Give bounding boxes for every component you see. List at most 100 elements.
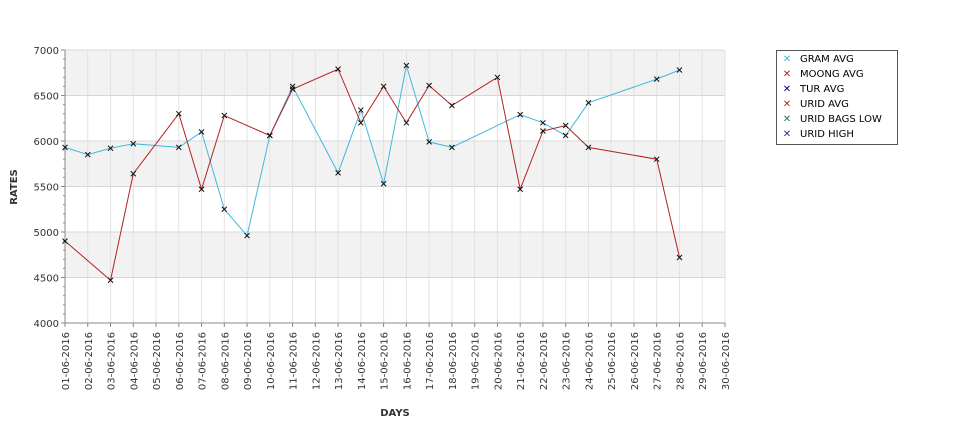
data-point-cross: [517, 111, 524, 118]
data-point: [449, 144, 455, 151]
y-tick-label: 6500: [34, 92, 59, 103]
x-tick-label: 09-06-2016: [243, 332, 254, 390]
data-point-cross: [335, 169, 341, 176]
data-point-cross: [244, 232, 250, 239]
data-point: [380, 83, 387, 90]
x-tick-label: 13-06-2016: [334, 332, 345, 390]
data-point-cross: [540, 128, 546, 134]
x-tick-label: 22-06-2016: [539, 332, 550, 390]
x-tick-label: 23-06-2016: [562, 332, 573, 390]
data-point: [676, 254, 683, 261]
data-point-cross: [130, 170, 137, 177]
data-point: [380, 180, 387, 187]
data-point: [540, 119, 546, 126]
data-point: [562, 122, 569, 129]
legend-label: GRAM AVG: [800, 54, 854, 65]
data-point: [403, 62, 410, 69]
data-point: [585, 99, 592, 106]
legend-marker-icon: ✕: [782, 54, 792, 65]
data-point-cross: [289, 86, 296, 92]
series-markers: [62, 62, 683, 284]
x-tick-label: 04-06-2016: [129, 332, 140, 390]
x-tick-label: 10-06-2016: [266, 332, 277, 390]
data-point-cross: [403, 62, 410, 69]
data-point-cross: [266, 132, 273, 139]
plot-band: [65, 141, 725, 187]
legend-item: ✕ TUR AVG: [777, 82, 897, 97]
x-tick-label: 18-06-2016: [448, 332, 459, 390]
legend-item: ✕ URID BAGS LOW: [777, 112, 897, 127]
legend-item: ✕ MOONG AVG: [777, 67, 897, 82]
data-point: [585, 144, 592, 151]
data-point: [426, 139, 432, 145]
data-point-cross: [540, 119, 546, 126]
data-point-cross: [198, 129, 205, 135]
data-point-cross: [449, 144, 455, 151]
data-point: [449, 102, 455, 109]
data-point: [676, 67, 683, 73]
x-tick-label: 28-06-2016: [675, 332, 686, 390]
x-tick-label: 25-06-2016: [607, 332, 618, 390]
x-tick-label: 05-06-2016: [152, 332, 163, 390]
data-point-cross: [130, 140, 137, 147]
x-tick-label: 08-06-2016: [220, 332, 231, 390]
data-point-cross: [676, 254, 683, 261]
y-tick-label: 4500: [34, 274, 59, 285]
data-point-cross: [84, 151, 91, 158]
legend-item: ✕ GRAM AVG: [777, 52, 897, 67]
data-point-cross: [449, 102, 455, 109]
data-point: [426, 82, 432, 89]
series-line: [64, 65, 680, 237]
plot-band: [65, 232, 725, 278]
data-point-cross: [62, 238, 68, 244]
legend-label: TUR AVG: [800, 84, 845, 95]
x-tick-label: 14-06-2016: [357, 332, 368, 390]
plot-band: [65, 277, 725, 323]
x-tick-label: 11-06-2016: [289, 332, 300, 390]
legend-label: MOONG AVG: [800, 69, 864, 80]
legend-marker-icon: ✕: [782, 99, 792, 110]
data-point-cross: [175, 110, 182, 117]
data-point-cross: [653, 156, 660, 163]
data-point: [335, 169, 341, 176]
data-point: [130, 140, 137, 147]
x-tick-label: 02-06-2016: [84, 332, 95, 390]
data-point-cross: [358, 119, 364, 126]
y-tick-label: 7000: [34, 46, 59, 57]
data-point-cross: [403, 119, 410, 126]
data-point: [198, 129, 205, 135]
data-point: [130, 170, 137, 177]
x-tick-label: 06-06-2016: [175, 332, 186, 390]
data-point-cross: [62, 144, 68, 151]
x-tick-label: 30-06-2016: [721, 332, 732, 390]
data-point-cross: [380, 180, 387, 187]
plot-band: [65, 50, 725, 96]
x-tick-label: 03-06-2016: [107, 332, 118, 390]
data-point-cross: [221, 206, 228, 213]
x-tick-label: 17-06-2016: [425, 332, 436, 390]
legend-marker-icon: ✕: [782, 114, 792, 125]
x-tick-label: 21-06-2016: [516, 332, 527, 390]
x-tick-label: 27-06-2016: [653, 332, 664, 390]
legend-label: URID AVG: [800, 99, 849, 110]
data-point-cross: [198, 186, 205, 193]
data-point: [107, 145, 114, 152]
data-point-cross: [335, 66, 341, 72]
data-point: [266, 132, 273, 139]
legend-label: URID HIGH: [800, 129, 854, 140]
data-point: [244, 232, 250, 239]
x-tick-labels: 01-06-2016 02-06-2016 03-06-2016 04-06-2016…: [61, 332, 732, 390]
x-tick-label: 24-06-2016: [584, 332, 595, 390]
grid-lines: [64, 49, 726, 324]
data-point: [62, 238, 68, 244]
data-point-cross: [175, 144, 182, 151]
data-point-cross: [494, 74, 501, 81]
data-point: [175, 144, 182, 151]
data-point-cross: [426, 82, 432, 89]
data-point: [335, 66, 341, 72]
legend-item: ✕ URID HIGH: [777, 127, 897, 142]
plot-band: [65, 186, 725, 232]
data-point-cross: [358, 107, 364, 113]
data-point: [517, 186, 524, 193]
data-point: [62, 144, 68, 151]
